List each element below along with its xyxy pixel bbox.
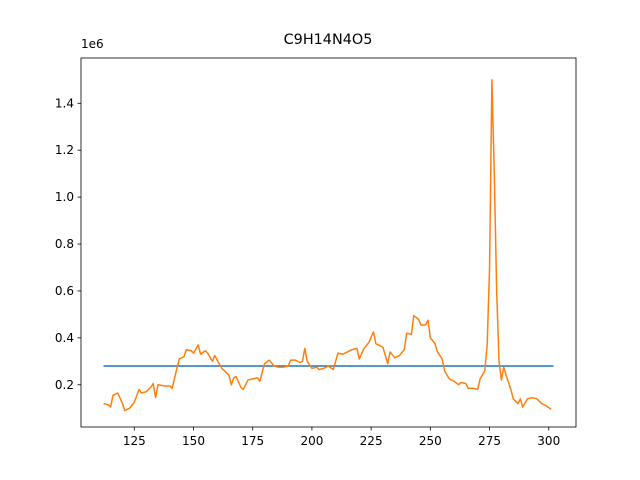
x-tick-label: 175 bbox=[241, 434, 264, 448]
x-tick-label: 150 bbox=[182, 434, 205, 448]
y-tick-label: 0.4 bbox=[55, 331, 74, 345]
y-tick-label: 0.8 bbox=[55, 237, 74, 251]
chart-title: C9H14N4O5 bbox=[284, 32, 373, 48]
x-tick-label: 200 bbox=[300, 434, 323, 448]
x-tick-label: 250 bbox=[419, 434, 442, 448]
y-tick-label: 1.0 bbox=[55, 190, 74, 204]
x-tick-label: 300 bbox=[537, 434, 560, 448]
x-tick-label: 275 bbox=[478, 434, 501, 448]
x-tick-label: 125 bbox=[123, 434, 146, 448]
y-tick-label: 1.4 bbox=[55, 96, 74, 110]
series-line bbox=[103, 79, 552, 412]
y-tick-label: 0.6 bbox=[55, 284, 74, 298]
y-tick-label: 1.2 bbox=[55, 143, 74, 157]
plot-frame bbox=[80, 57, 577, 428]
y-offset-label: 1e6 bbox=[81, 37, 104, 51]
y-tick-label: 0.2 bbox=[55, 378, 74, 392]
x-tick-label: 225 bbox=[360, 434, 383, 448]
